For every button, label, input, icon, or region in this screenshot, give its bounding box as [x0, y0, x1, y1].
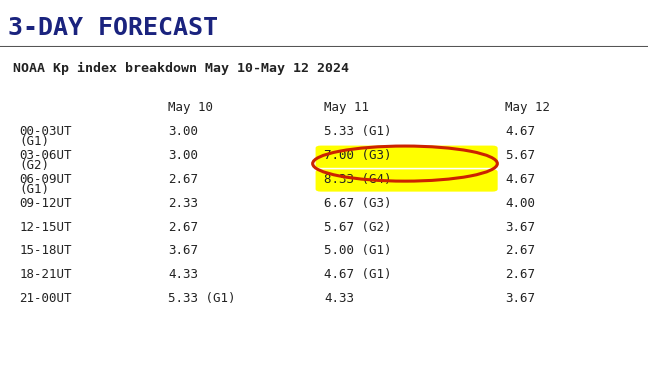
Text: (G1): (G1)	[19, 135, 49, 148]
Text: 03-06UT: 03-06UT	[19, 149, 72, 162]
Text: 2.33: 2.33	[168, 197, 198, 210]
Text: 6.67 (G3): 6.67 (G3)	[324, 197, 391, 210]
Text: (G1): (G1)	[19, 183, 49, 196]
Text: 5.67 (G2): 5.67 (G2)	[324, 220, 391, 234]
Text: (G2): (G2)	[19, 159, 49, 172]
Text: May 11: May 11	[324, 101, 369, 115]
Text: 3.67: 3.67	[168, 244, 198, 257]
Text: 06-09UT: 06-09UT	[19, 173, 72, 186]
Text: 4.33: 4.33	[324, 292, 354, 305]
Text: 8.33 (G4): 8.33 (G4)	[324, 173, 391, 186]
Text: 4.00: 4.00	[505, 197, 535, 210]
Text: 5.00 (G1): 5.00 (G1)	[324, 244, 391, 257]
Text: 3.67: 3.67	[505, 292, 535, 305]
Text: NOAA Kp index breakdown May 10-May 12 2024: NOAA Kp index breakdown May 10-May 12 20…	[13, 62, 349, 75]
Text: 7.00 (G3): 7.00 (G3)	[324, 149, 391, 162]
Text: 4.67: 4.67	[505, 173, 535, 186]
Text: 09-12UT: 09-12UT	[19, 197, 72, 210]
Text: 3.00: 3.00	[168, 149, 198, 162]
Text: 21-00UT: 21-00UT	[19, 292, 72, 305]
Text: May 12: May 12	[505, 101, 550, 115]
Text: 3.67: 3.67	[505, 220, 535, 234]
Text: 18-21UT: 18-21UT	[19, 268, 72, 281]
Text: 4.67: 4.67	[505, 125, 535, 138]
Text: 12-15UT: 12-15UT	[19, 220, 72, 234]
Text: 00-03UT: 00-03UT	[19, 125, 72, 138]
Text: 2.67: 2.67	[168, 173, 198, 186]
Text: 2.67: 2.67	[168, 220, 198, 234]
Text: 15-18UT: 15-18UT	[19, 244, 72, 257]
Text: May 10: May 10	[168, 101, 213, 115]
Text: 5.33 (G1): 5.33 (G1)	[324, 125, 391, 138]
FancyBboxPatch shape	[316, 146, 498, 168]
Text: 2.67: 2.67	[505, 244, 535, 257]
FancyBboxPatch shape	[316, 169, 498, 192]
Text: 4.33: 4.33	[168, 268, 198, 281]
Text: 5.33 (G1): 5.33 (G1)	[168, 292, 236, 305]
Text: 2.67: 2.67	[505, 268, 535, 281]
Text: 3-DAY FORECAST: 3-DAY FORECAST	[8, 16, 218, 39]
Text: 4.67 (G1): 4.67 (G1)	[324, 268, 391, 281]
Text: 3.00: 3.00	[168, 125, 198, 138]
Text: 5.67: 5.67	[505, 149, 535, 162]
